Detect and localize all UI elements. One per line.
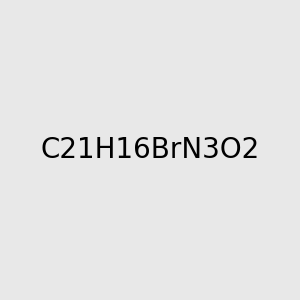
Text: C21H16BrN3O2: C21H16BrN3O2 [40, 136, 260, 164]
